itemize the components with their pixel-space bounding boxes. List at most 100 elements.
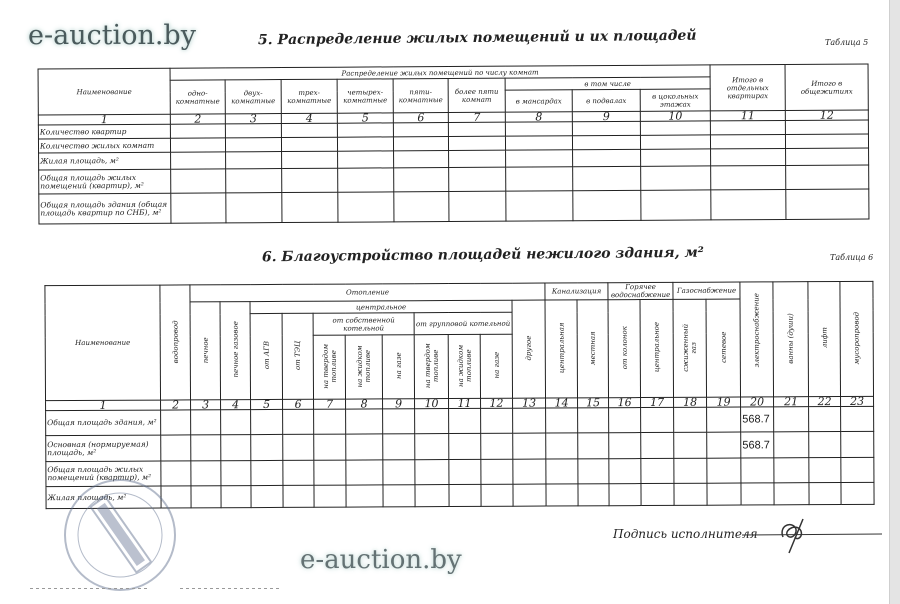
table-cell: [250, 434, 283, 461]
page-edge: [889, 0, 900, 604]
table-cell: [512, 433, 546, 460]
header-sewer-central: центральная: [557, 322, 566, 374]
header-sewerage: Канализация: [544, 282, 609, 301]
table-cell: [382, 408, 415, 434]
table-cell: [345, 433, 383, 461]
header-group-boiler: от групповой котельной: [414, 312, 513, 335]
header-ground-floor: в цокольных этажах: [640, 88, 711, 112]
table5-title: 5. Распределение жилых помещений и их пл…: [257, 27, 697, 49]
table-cell: [640, 134, 711, 150]
header-liquid-fuel: на жидком топливе: [456, 344, 473, 387]
table-cell: [250, 460, 283, 486]
row-label: Количество жилых комнат: [38, 138, 171, 154]
table-cell: [393, 167, 449, 192]
table-cell: [710, 189, 787, 220]
table-cell: [572, 166, 641, 191]
table-cell: [281, 123, 338, 138]
table-cell: [345, 459, 383, 486]
watermark: e-auction.by: [28, 20, 196, 51]
table-cell: [220, 409, 251, 435]
table-cell: [640, 148, 711, 167]
table-cell: [480, 484, 514, 507]
table-cell: [414, 484, 450, 507]
table6-title: 6. Благоустройство площадей нежилого зда…: [261, 244, 704, 266]
table-cell: [190, 409, 221, 435]
table-cell: [448, 484, 482, 507]
table-cell: [337, 136, 394, 152]
column-number: 10: [640, 110, 711, 122]
table-cell: [382, 484, 416, 507]
header-name: Наименование: [38, 68, 171, 116]
table-cell: [282, 460, 314, 486]
table-cell: [505, 121, 573, 137]
table-cell: [170, 137, 226, 153]
header-five-room: пяти-комнатные: [393, 78, 449, 113]
table-cell: [640, 189, 712, 221]
table-cell: [512, 408, 546, 434]
table-cell: [160, 434, 191, 462]
header-own-boiler: от собственной котельной: [313, 312, 415, 336]
table-cell: [448, 191, 506, 222]
table-cell: [313, 460, 346, 486]
column-number: 11: [448, 398, 481, 409]
table-cell: [673, 432, 707, 459]
header-water-supply: водопровод: [171, 320, 180, 363]
table-cell: [282, 434, 314, 461]
header-solid-fuel: на твердом топливе: [321, 343, 338, 389]
table-cell: [710, 120, 786, 135]
table-cell: [808, 406, 841, 432]
scan-artifact: [180, 588, 280, 589]
column-number: 11: [710, 110, 786, 121]
column-number: 4: [220, 399, 251, 410]
table-cell: [281, 168, 338, 193]
table-cell: [480, 408, 513, 434]
column-number: 19: [706, 397, 741, 408]
table-cell: [220, 434, 251, 461]
column-number: 7: [448, 112, 506, 123]
column-number: 8: [505, 111, 573, 123]
watermark: e-auction.by: [300, 545, 462, 575]
table-cell: [774, 482, 810, 505]
table-cell: [706, 432, 741, 459]
column-number: 10: [414, 398, 449, 409]
header-gas: на газе: [394, 352, 403, 380]
header-stove-gas: печное газовое: [231, 321, 240, 378]
column-number: 9: [382, 398, 415, 409]
signature-image: [781, 518, 804, 554]
table-cell: [282, 485, 315, 508]
table-cell: [545, 407, 578, 434]
column-number: 15: [577, 397, 609, 408]
table-cell: [250, 409, 283, 435]
header-heating: Отопление: [189, 283, 546, 302]
header-lift: лифт: [820, 327, 829, 349]
table-cell: [707, 483, 742, 506]
table-cell: [706, 458, 742, 484]
column-number: 21: [773, 396, 809, 407]
table-cell: [345, 408, 383, 435]
column-number: 8: [345, 398, 383, 410]
column-number: 12: [480, 398, 513, 409]
table-cell: [785, 119, 869, 135]
table-cell: [393, 122, 449, 137]
table-cell: [170, 168, 226, 194]
table-cell: [640, 407, 674, 433]
table-cell: [393, 136, 449, 151]
table-cell: [546, 483, 579, 507]
column-number: 2: [160, 399, 191, 411]
table-cell: [448, 433, 481, 460]
header-one-room: одно-комнатные: [170, 79, 226, 115]
table-cell: [785, 133, 869, 149]
header-electric: электроснабжение: [752, 293, 761, 368]
table-cell: [740, 457, 775, 484]
table-cell: [572, 121, 641, 136]
header-garbage-chute: мусоропровод: [852, 311, 861, 365]
row-label: Общая площадь здания (общая площадь квар…: [38, 193, 171, 225]
column-number: 7: [313, 399, 346, 410]
table-cell: [281, 137, 338, 152]
table-cell: [448, 136, 506, 151]
column-number: 12: [785, 109, 869, 121]
table-cell: [170, 151, 226, 170]
table-cell: [608, 432, 641, 459]
table-cell: 568.7: [740, 431, 774, 459]
header-hot-water: Горячее водоснабжение: [608, 282, 674, 300]
